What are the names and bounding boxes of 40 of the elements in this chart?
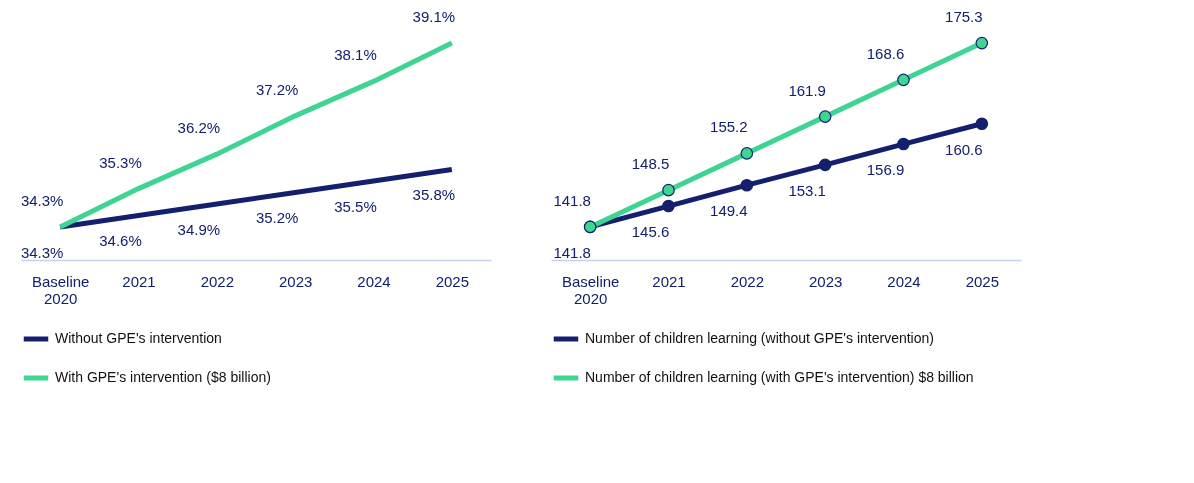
x-tick-label: 2023 xyxy=(808,272,843,290)
data-label: 35.8% xyxy=(412,186,456,204)
x-tick-label: 2025 xyxy=(965,272,1000,290)
x-tick-label: 2021 xyxy=(652,272,686,290)
data-label: 34.9% xyxy=(177,220,221,238)
x-tick-label: 2021 xyxy=(122,272,156,290)
x-tick-label: 2023 xyxy=(278,272,313,290)
data-label: 141.8 xyxy=(553,191,591,209)
data-label: 37.2% xyxy=(255,80,299,98)
data-label: 145.6 xyxy=(631,223,670,241)
data-label: 35.3% xyxy=(99,153,142,171)
data-label: 141.8 xyxy=(553,243,591,261)
data-label: 175.3 xyxy=(945,8,983,26)
x-tick-label: 2024 xyxy=(887,272,921,290)
x-tick-label: Baseline 2020 xyxy=(31,272,90,307)
data-label: 34.3% xyxy=(20,243,64,261)
data-label: 38.1% xyxy=(334,46,377,64)
x-tick-label: 2024 xyxy=(357,272,391,290)
data-label: 35.2% xyxy=(255,209,299,227)
data-label: 149.4 xyxy=(710,202,748,220)
data-label: 155.2 xyxy=(710,118,748,136)
data-label: 39.1% xyxy=(412,8,456,26)
data-label: 168.6 xyxy=(866,44,905,62)
data-label: 160.6 xyxy=(945,140,983,158)
x-tick-label: 2025 xyxy=(435,272,470,290)
data-label: 36.2% xyxy=(177,119,221,137)
data-label: 161.9 xyxy=(788,81,826,99)
data-label: 148.5 xyxy=(631,155,670,173)
data-label: 34.3% xyxy=(20,191,64,209)
x-tick-label: 2022 xyxy=(730,272,765,290)
legend-label: Number of children learning (without GPE's intervention) xyxy=(585,330,934,346)
data-label: 35.5% xyxy=(334,197,377,215)
data-label: 156.9 xyxy=(866,161,905,179)
legend-label: With GPE's intervention ($8 billion) xyxy=(55,369,271,385)
x-tick-label: 2022 xyxy=(200,272,235,290)
legend-label: Without GPE's intervention xyxy=(55,330,222,346)
legend-label: Number of children learning (with GPE's intervention) $8 billion xyxy=(585,369,974,385)
x-tick-label: Baseline 2020 xyxy=(561,272,620,307)
data-label: 34.6% xyxy=(99,232,142,250)
data-label: 153.1 xyxy=(788,181,826,199)
